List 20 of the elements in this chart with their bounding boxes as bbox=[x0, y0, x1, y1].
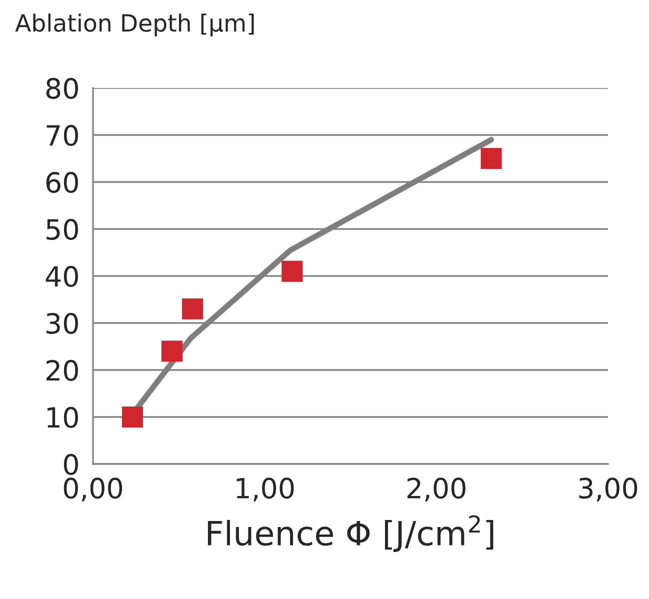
x-tick-label: 3,00 bbox=[579, 478, 638, 502]
y-tick-label: 60 bbox=[46, 172, 78, 193]
point bbox=[122, 406, 144, 428]
x-tick-label: 0,00 bbox=[64, 478, 122, 502]
point bbox=[480, 148, 502, 170]
point bbox=[182, 298, 204, 320]
y-tick-label: 0 bbox=[64, 454, 78, 475]
point bbox=[282, 260, 303, 282]
point bbox=[161, 340, 182, 362]
x-tick-label: 2,00 bbox=[407, 478, 466, 502]
x-tick-label: 1,00 bbox=[236, 478, 294, 502]
x-axis-title: Fluence Φ [J/cm$^{2}$] bbox=[208, 515, 494, 552]
y-tick-label: 50 bbox=[46, 218, 78, 240]
y-tick-label: 80 bbox=[46, 78, 78, 99]
y-tick-label: 40 bbox=[46, 266, 78, 287]
y-tick-label: 30 bbox=[46, 312, 78, 334]
y-axis-title: Ablation Depth [µm] bbox=[15, 14, 254, 36]
y-tick-label: 10 bbox=[48, 406, 78, 428]
y-tick-label: 20 bbox=[46, 360, 78, 381]
y-tick-label: 70 bbox=[46, 124, 78, 146]
